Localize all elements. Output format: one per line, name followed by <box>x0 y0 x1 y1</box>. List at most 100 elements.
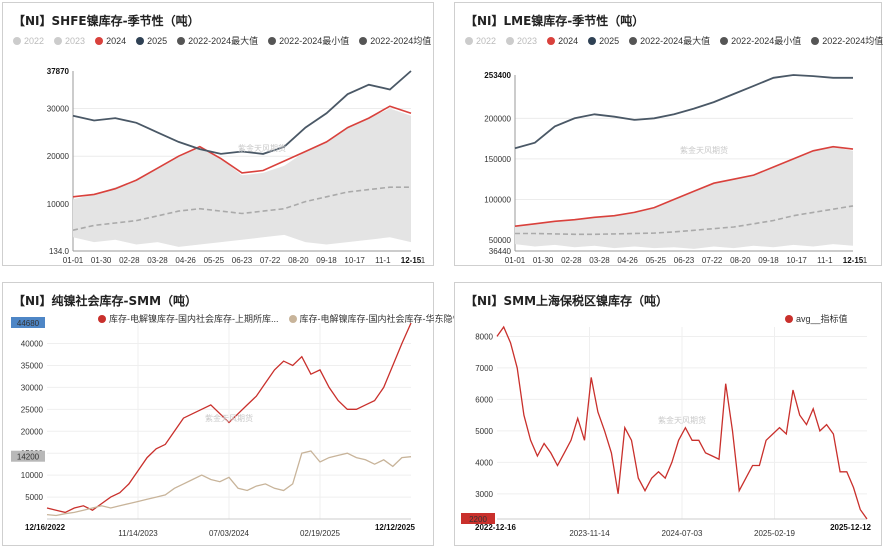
y-tick-label: 20000 <box>47 152 70 161</box>
x-tick-label: 11-1 <box>375 256 391 265</box>
axis-value-label: 2200 <box>469 515 487 524</box>
legend-item[interactable]: 2022 <box>13 34 44 47</box>
x-tick-label: 07-22 <box>260 256 281 265</box>
y-tick-label: 50000 <box>489 236 512 245</box>
y-tick-label: 25000 <box>21 405 44 414</box>
x-tick-label: 2024-07-03 <box>662 529 703 538</box>
axis-value-label: 44680 <box>17 319 40 328</box>
series-line <box>496 325 868 520</box>
legend-item[interactable]: 2022-2024最小值 <box>268 34 349 47</box>
smm-social-legend: 库存-电解镍库存-国内社会库存-上期所库... 库存-电解镍库存-国内社会库存-华… <box>98 312 469 325</box>
legend-label: 2022-2024最大值 <box>188 36 259 46</box>
legend-label: avg__指标值 <box>796 314 848 324</box>
legend-label: 2022 <box>476 35 497 46</box>
axis-value-badge <box>11 317 45 328</box>
y-tick-label: 20000 <box>21 427 44 436</box>
watermark-text: 紫金天风期货 <box>238 143 286 153</box>
y-max-label: 253400 <box>484 71 511 80</box>
x-tick-label: 01-30 <box>533 256 554 265</box>
range-band <box>73 108 411 247</box>
x-tick-label: 03-28 <box>589 256 610 265</box>
legend-item[interactable]: 2024 <box>547 34 578 47</box>
legend-dot-icon <box>98 314 106 323</box>
series-2025-line <box>514 74 853 150</box>
legend-label: 2025 <box>147 35 168 46</box>
legend-dot-icon <box>588 36 597 45</box>
x-tick-label: 05-25 <box>204 256 225 265</box>
x-tick-label: 11/14/2023 <box>118 529 158 538</box>
legend-dot-icon <box>288 314 297 323</box>
x-tick-label: 06-23 <box>674 256 695 265</box>
series-2025-line <box>72 70 412 155</box>
x-tick-label: 03-28 <box>147 256 168 265</box>
legend-dot-icon <box>785 314 793 323</box>
legend-item[interactable]: 2022-2024最小值 <box>720 34 801 47</box>
shfe-legend: 2022 2023 2024 2025 2022-2024最大值 2022-2024最小值… <box>13 34 431 47</box>
legend-label: 库存-电解镍库存-国内社会库存-上期所库... <box>109 314 279 324</box>
legend-label: 2023 <box>517 35 538 46</box>
legend-item[interactable]: 2024 <box>95 34 126 47</box>
x-tick-label: 10-17 <box>786 256 807 265</box>
series-2024-line <box>514 145 854 227</box>
watermark-text: 紫金天风期货 <box>658 415 706 425</box>
y-tick-label: 3000 <box>475 490 493 499</box>
legend-item[interactable]: 2022-2024最大值 <box>177 34 258 47</box>
legend-item[interactable]: 库存-电解镍库存-国内社会库存-华东隐性... <box>288 312 470 325</box>
watermark-text: 紫金天风期货 <box>680 145 728 155</box>
y-tick-label: 4000 <box>475 458 493 467</box>
legend-label: 2022-2024最小值 <box>731 36 802 46</box>
x-tick-label: 07-22 <box>702 256 723 265</box>
y-tick-label: 200000 <box>484 114 511 123</box>
legend-label: 2022-2024最大值 <box>640 36 711 46</box>
range-band <box>515 146 853 249</box>
legend-item[interactable]: 2025 <box>588 34 619 47</box>
x-tick-label: 02-28 <box>119 256 140 265</box>
x-tick-label: 05-25 <box>646 256 667 265</box>
legend-label: 2025 <box>599 35 620 46</box>
x-tick-label: 02/19/2025 <box>300 529 341 538</box>
legend-dot-icon <box>268 36 277 45</box>
y-tick-label: 35000 <box>21 361 44 370</box>
lme-title: 【NI】LME镍库存-季节性（吨） <box>465 14 645 28</box>
x-tick-label: 2023-11-14 <box>569 529 610 538</box>
x-tick-label: 2025-02-19 <box>754 529 795 538</box>
y-tick-label: 150000 <box>484 155 511 164</box>
watermark-text: 紫金天风期货 <box>205 413 253 423</box>
x-tick-label: 01-01 <box>505 256 526 265</box>
x-tick-label: 12/12/2025 <box>375 523 416 532</box>
legend-item[interactable]: 2022-2024均值 <box>811 34 883 47</box>
mean-line <box>72 186 411 231</box>
series-line <box>46 322 412 514</box>
shfe-chart: 10000 20000 30000 134.0 37870 01-01 01-30 02-28… <box>47 67 426 265</box>
x-tick-label: 09-18 <box>758 256 779 265</box>
y-min-label: 36440 <box>489 247 512 256</box>
x-tick-label: 02-28 <box>561 256 582 265</box>
legend-dot-icon <box>95 36 104 45</box>
legend-item[interactable]: 2022-2024均值 <box>359 34 431 47</box>
smm-social-title: 【NI】纯镍社会库存-SMM（吨） <box>13 294 198 308</box>
legend-item[interactable]: 2025 <box>136 34 167 47</box>
smm-bonded-title: 【NI】SMM上海保税区镍库存（吨） <box>465 294 669 308</box>
series-line <box>46 450 412 517</box>
y-tick-label: 10000 <box>21 471 44 480</box>
legend-item[interactable]: avg__指标值 <box>785 312 848 325</box>
x-tick-label: 10-17 <box>344 256 365 265</box>
legend-label: 2022-2024均值 <box>370 36 432 46</box>
legend-label: 2022-2024均值 <box>822 36 884 46</box>
x-end-label: 1 <box>421 256 426 265</box>
legend-label: 2024 <box>106 35 127 46</box>
x-tick-label: 04-26 <box>175 256 196 265</box>
series-2024-line <box>72 105 412 198</box>
legend-item[interactable]: 2023 <box>54 34 85 47</box>
axis-value-label: 14200 <box>17 453 40 462</box>
legend-item[interactable]: 2022-2024最大值 <box>629 34 710 47</box>
x-tick-label: 2025-12-12 <box>830 523 871 532</box>
legend-item[interactable]: 2023 <box>506 34 537 47</box>
x-tick-label: 11-1 <box>817 256 833 265</box>
y-tick-label: 30000 <box>47 105 70 114</box>
legend-label: 库存-电解镍库存-国内社会库存-华东隐性... <box>299 314 470 324</box>
smm-bonded-chart: 3000 4000 5000 6000 7000 8000 2022-12-16 2023-1… <box>461 325 872 538</box>
legend-label: 2022 <box>24 35 45 46</box>
legend-item[interactable]: 2022 <box>465 34 496 47</box>
legend-item[interactable]: 库存-电解镍库存-国内社会库存-上期所库... <box>98 312 279 325</box>
